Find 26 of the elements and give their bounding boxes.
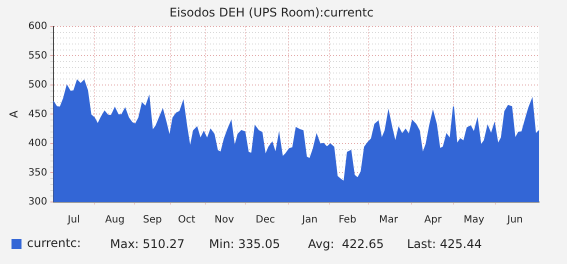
y-tick-label: 400 bbox=[28, 138, 48, 150]
chart-title: Eisodos DEH (UPS Room):currentc bbox=[169, 5, 374, 20]
x-tick-label: Feb bbox=[338, 214, 356, 226]
y-tick-label: 550 bbox=[28, 50, 48, 62]
x-tick-label: Aug bbox=[105, 214, 125, 226]
text: Avg: 422.65 bbox=[308, 237, 384, 252]
text: Last: 425.44 bbox=[407, 237, 482, 252]
y-tick-label: 600 bbox=[28, 20, 48, 32]
y-tick-label: 500 bbox=[28, 80, 48, 91]
x-tick-label: Sep bbox=[143, 214, 162, 226]
x-tick-label: Mar bbox=[379, 214, 399, 226]
x-tick-label: Oct bbox=[178, 214, 196, 226]
y-axis-title: A bbox=[7, 110, 20, 118]
y-tick-label: 350 bbox=[28, 167, 48, 178]
legend-label: currentc: bbox=[27, 236, 81, 250]
x-tick-label: May bbox=[464, 214, 484, 226]
x-tick-label: Jun bbox=[506, 214, 523, 226]
text: Max: 510.27 bbox=[110, 237, 185, 252]
x-tick-label: Apr bbox=[424, 214, 442, 226]
y-tick-label: 450 bbox=[28, 108, 48, 120]
x-tick-label: Nov bbox=[214, 214, 234, 226]
y-tick-label: 300 bbox=[28, 196, 48, 208]
x-tick-label: Jan bbox=[301, 214, 318, 226]
x-tick-label: Jul bbox=[66, 214, 80, 226]
x-tick-label: Dec bbox=[256, 214, 276, 226]
text: Min: 335.05 bbox=[209, 237, 280, 252]
